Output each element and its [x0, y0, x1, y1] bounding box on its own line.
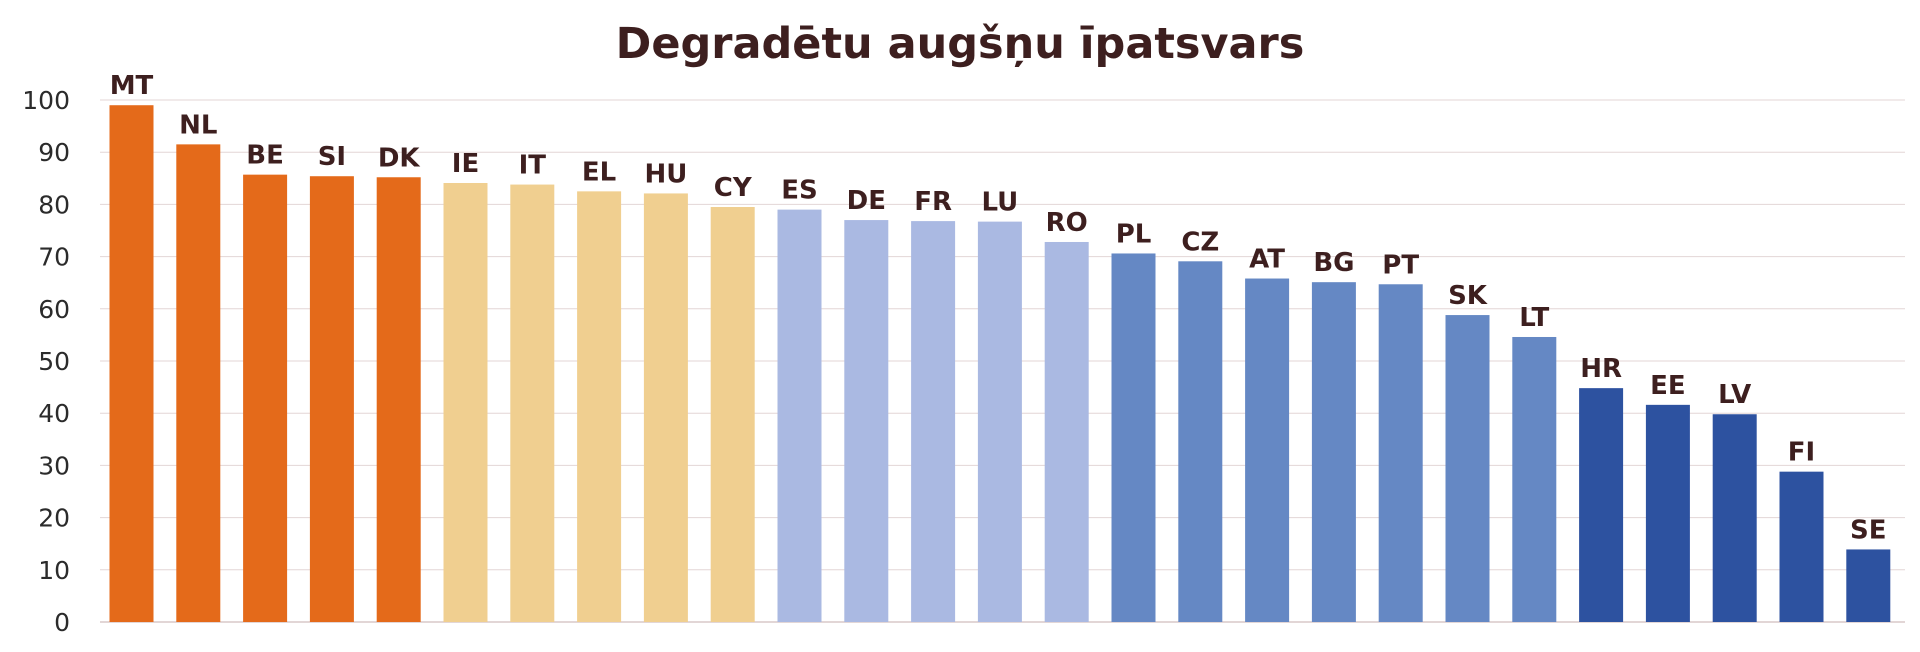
bar-label-fr: FR: [914, 187, 952, 217]
bar-label-pt: PT: [1382, 250, 1419, 280]
bar-label-si: SI: [318, 142, 346, 172]
bar-be: [243, 175, 287, 622]
bar-it: [510, 185, 554, 622]
chart-title: Degradētu augšņu īpatsvars: [616, 19, 1305, 69]
bar-cy: [711, 207, 755, 622]
bar-se: [1846, 549, 1890, 622]
bar-label-ee: EE: [1650, 371, 1686, 401]
y-tick-label: 20: [38, 504, 70, 533]
y-tick-label: 80: [38, 190, 70, 219]
y-tick-label: 40: [38, 399, 70, 428]
bar-label-pl: PL: [1116, 219, 1152, 249]
bar-nl: [176, 144, 220, 622]
bar-label-lv: LV: [1718, 380, 1751, 410]
bar-ie: [444, 183, 488, 622]
bar-label-it: IT: [519, 151, 547, 181]
bar-at: [1245, 279, 1289, 622]
y-tick-label: 50: [38, 347, 70, 376]
bar-label-nl: NL: [179, 110, 217, 140]
bar-label-fi: FI: [1788, 438, 1815, 468]
bar-lv: [1713, 414, 1757, 622]
bar-ee: [1646, 405, 1690, 622]
y-tick-label: 90: [38, 138, 70, 167]
bar-mt: [110, 105, 154, 622]
bar-label-hr: HR: [1580, 354, 1622, 384]
bar-hr: [1579, 388, 1623, 622]
bar-es: [778, 210, 822, 622]
y-tick-label: 30: [38, 451, 70, 480]
bar-sk: [1446, 315, 1490, 622]
bar-bg: [1312, 282, 1356, 622]
bar-label-de: DE: [847, 186, 886, 216]
bar-fi: [1780, 472, 1824, 622]
bar-pt: [1379, 284, 1423, 622]
bar-label-se: SE: [1850, 515, 1887, 545]
bar-label-sk: SK: [1448, 281, 1488, 311]
bar-label-dk: DK: [378, 143, 421, 173]
bar-label-mt: MT: [110, 71, 154, 101]
bar-label-cz: CZ: [1181, 227, 1219, 257]
bar-label-cy: CY: [714, 173, 753, 203]
y-tick-label: 0: [54, 608, 70, 637]
y-tick-label: 60: [38, 295, 70, 324]
bar-hu: [644, 193, 688, 622]
bar-label-lt: LT: [1519, 303, 1549, 333]
bar-label-lu: LU: [982, 188, 1019, 218]
bar-label-el: EL: [582, 157, 616, 187]
bar-label-es: ES: [781, 176, 818, 206]
bar-fr: [911, 221, 955, 622]
bar-label-ro: RO: [1046, 208, 1088, 238]
bar-pl: [1112, 253, 1156, 622]
y-tick-label: 100: [22, 86, 70, 115]
bar-lt: [1512, 337, 1556, 622]
bar-cz: [1178, 261, 1222, 622]
bar-label-at: AT: [1249, 245, 1285, 275]
y-tick-label: 70: [38, 243, 70, 272]
bar-label-hu: HU: [644, 159, 687, 189]
bar-ro: [1045, 242, 1089, 622]
bar-label-ie: IE: [452, 149, 479, 179]
bar-lu: [978, 222, 1022, 622]
bar-label-bg: BG: [1313, 248, 1354, 278]
y-tick-label: 10: [38, 556, 70, 585]
bar-si: [310, 176, 354, 622]
bar-dk: [377, 177, 421, 622]
bar-de: [844, 220, 888, 622]
bar-label-be: BE: [246, 141, 284, 171]
bar-el: [577, 191, 621, 622]
